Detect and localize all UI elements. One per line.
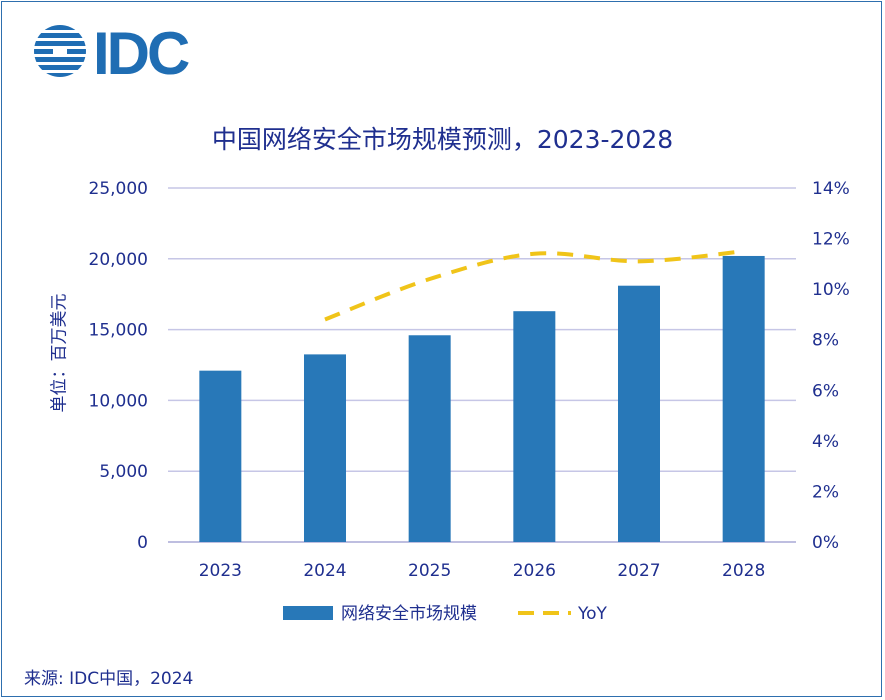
y-tick-label: 5,000 (99, 462, 148, 482)
y2-tick-label: 0% (812, 533, 839, 553)
y-tick-label: 15,000 (89, 321, 148, 341)
x-tick-label: 2024 (303, 561, 346, 581)
y2-tick-label: 14% (812, 179, 850, 199)
y2-tick-label: 8% (812, 331, 839, 351)
legend: 网络安全市场规模 YoY (283, 604, 608, 624)
y2-tick-label: 2% (812, 482, 839, 502)
bar-2028 (722, 255, 765, 542)
x-tick-label: 2023 (199, 561, 242, 581)
chart-title: 中国网络安全市场规模预测，2023-2028 (211, 125, 674, 154)
y2-tick-label: 12% (812, 230, 850, 250)
gridlines (168, 187, 796, 543)
y-tick-label: 25,000 (89, 179, 148, 199)
legend-swatch-bar (283, 606, 333, 620)
legend-label-yoy: YoY (577, 604, 608, 624)
x-tick-label: 2028 (722, 561, 765, 581)
legend-label-bar: 网络安全市场规模 (341, 604, 477, 624)
bar-series (199, 255, 765, 542)
x-tick-label: 2026 (513, 561, 556, 581)
y-tick-label: 10,000 (89, 391, 148, 411)
y2-tick-label: 10% (812, 280, 850, 300)
y2-tick-label: 6% (812, 381, 839, 401)
y-tick-label: 20,000 (89, 250, 148, 270)
y-tick-label: 0 (137, 533, 148, 553)
right-axis-ticks: 0% 2% 4% 6% 8% 10% 12% 14% (812, 179, 850, 553)
bar-2027 (618, 285, 660, 542)
x-tick-label: 2025 (408, 561, 451, 581)
source-note: 来源: IDC中国，2024 (24, 669, 194, 689)
bar-2024 (304, 354, 346, 542)
left-axis-ticks: 0 5,000 10,000 15,000 20,000 25,000 (89, 179, 148, 553)
x-tick-label: 2027 (617, 561, 660, 581)
bar-2025 (408, 335, 451, 542)
x-axis-ticks: 2023 2024 2025 2026 2027 2028 (199, 561, 766, 581)
logo-text: IDC (93, 22, 189, 80)
idc-logo: IDC (34, 22, 192, 80)
yoy-line (324, 249, 744, 322)
bar-2026 (513, 311, 556, 542)
bar-2023 (199, 370, 242, 542)
y2-tick-label: 4% (812, 432, 839, 452)
